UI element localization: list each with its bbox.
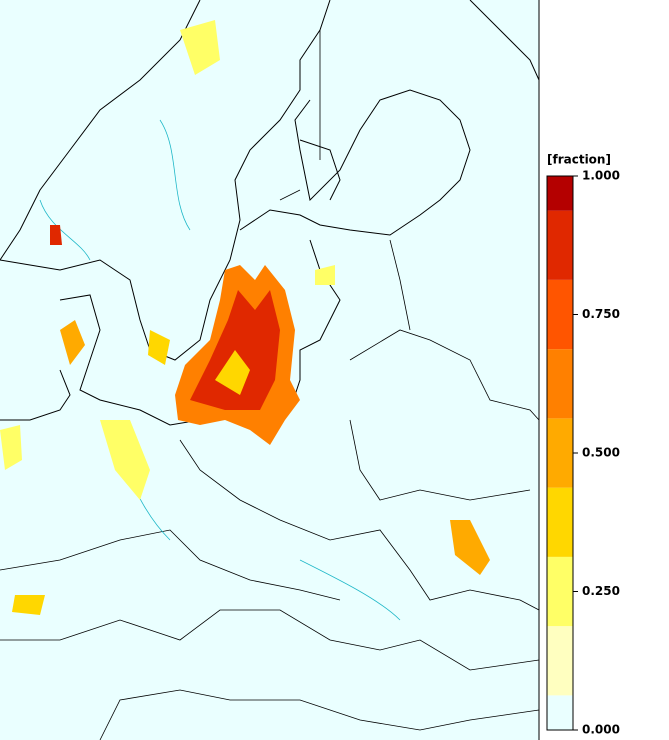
- colorbar-band: [547, 349, 573, 419]
- contour: [39, 119, 401, 621]
- colorbar-band: [547, 418, 573, 488]
- border: [349, 419, 531, 501]
- border: [179, 439, 540, 611]
- coastline: [0, 369, 71, 421]
- border: [279, 30, 411, 331]
- colorbar-band: [547, 210, 573, 280]
- coastline: [469, 0, 540, 81]
- field: [0, 20, 490, 615]
- border: [349, 329, 540, 421]
- coastline: [0, 0, 201, 261]
- colorbar-tick-label: 0.500: [582, 446, 620, 460]
- colorbar-label: [fraction]: [547, 153, 611, 167]
- border: [0, 609, 540, 671]
- coastline: [0, 0, 331, 361]
- colorbar-band: [547, 279, 573, 350]
- colorbar-tick-label: 0.000: [582, 723, 620, 737]
- colorbar-tick-label: 1.000: [582, 169, 620, 183]
- map: [0, 0, 540, 740]
- colorbar-band: [547, 487, 573, 557]
- colorbar-band: [547, 176, 573, 211]
- border: [0, 529, 341, 601]
- colorbar-tick-label: 0.250: [582, 584, 620, 598]
- coastline: [239, 89, 471, 236]
- colorbar-tick-label: 0.750: [582, 307, 620, 321]
- coastline: [299, 139, 341, 201]
- colorbar-band: [547, 626, 573, 696]
- colorbar-band: [547, 556, 573, 627]
- border: [99, 689, 540, 740]
- colorbar-band: [547, 695, 573, 730]
